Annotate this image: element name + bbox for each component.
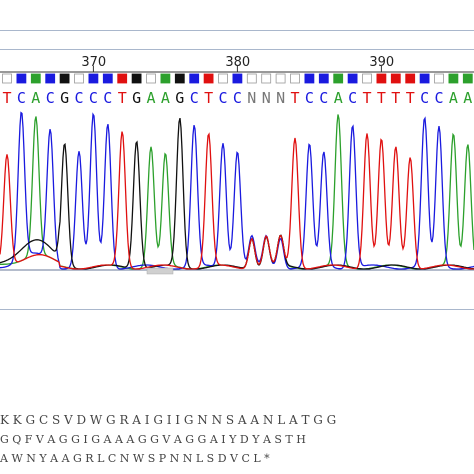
quality-box <box>102 73 113 84</box>
quality-box <box>261 73 272 84</box>
quality-box <box>189 73 200 84</box>
base-call-G: G <box>60 89 69 107</box>
quality-box <box>333 73 344 84</box>
quality-box <box>174 73 185 84</box>
quality-box <box>88 73 99 84</box>
quality-box <box>74 73 84 84</box>
trace-T <box>0 131 474 270</box>
quality-box <box>390 73 401 84</box>
base-call-C: C <box>17 89 26 107</box>
base-call-C: C <box>420 89 429 107</box>
position-ruler: 360370380390 <box>0 55 474 73</box>
base-call-C: C <box>89 89 98 107</box>
base-call-G: G <box>175 89 184 107</box>
base-call-C: C <box>435 89 444 107</box>
base-call-T: T <box>204 89 213 107</box>
base-call-N: N <box>247 89 256 107</box>
quality-box <box>117 73 128 84</box>
upper-panel-border <box>0 49 474 50</box>
base-call-C: C <box>219 89 228 107</box>
base-call-T: T <box>377 89 386 107</box>
base-call-T: T <box>118 89 127 107</box>
quality-box <box>347 73 358 84</box>
position-label-390: 390 <box>369 55 394 70</box>
base-call-C: C <box>319 89 328 107</box>
base-call-T: T <box>363 89 372 107</box>
quality-box <box>218 73 228 84</box>
quality-box <box>246 73 257 84</box>
quality-box <box>434 73 444 84</box>
trace-C <box>0 111 474 270</box>
quality-box <box>160 73 171 84</box>
quality-box <box>290 73 300 84</box>
base-call-N: N <box>276 89 285 107</box>
quality-box <box>448 73 459 84</box>
base-call-T: T <box>391 89 400 107</box>
quality-box <box>419 73 430 84</box>
quality-box <box>405 73 416 84</box>
translation-frame-3: A W N Y A A G R L C N W S P N N L S D V … <box>0 452 270 465</box>
base-call-G: G <box>132 89 141 107</box>
quality-box <box>45 73 56 84</box>
base-call-T: T <box>291 89 300 107</box>
quality-box <box>304 73 315 84</box>
position-label-380: 380 <box>225 55 250 70</box>
position-label-370: 370 <box>81 55 106 70</box>
lower-frame-line <box>0 309 474 310</box>
quality-box <box>59 73 70 84</box>
quality-box <box>462 73 473 84</box>
chromatogram-traces <box>0 111 474 270</box>
base-call-C: C <box>233 89 242 107</box>
base-call-A: A <box>31 89 40 107</box>
quality-box <box>131 73 142 84</box>
base-call-T: T <box>3 89 12 107</box>
base-call-C: C <box>75 89 84 107</box>
quality-box <box>376 73 387 84</box>
base-call-N: N <box>262 89 271 107</box>
base-call-C: C <box>190 89 199 107</box>
quality-box <box>203 73 214 84</box>
quality-box <box>232 73 243 84</box>
top-frame-line <box>0 30 474 31</box>
quality-box <box>16 73 27 84</box>
translation-frame-1: K K G C S V D W G R A I G I I G N N S A … <box>0 413 337 427</box>
base-call-A: A <box>463 89 472 107</box>
base-call-C: C <box>103 89 112 107</box>
base-call-A: A <box>147 89 156 107</box>
scroll-handle[interactable] <box>146 267 174 275</box>
base-call-T: T <box>406 89 415 107</box>
base-call-C: C <box>46 89 55 107</box>
quality-box <box>2 73 12 84</box>
base-call-C: C <box>348 89 357 107</box>
translation-frame-2: G Q F V A G G I G A A A G G V A G G A I … <box>0 433 306 446</box>
quality-box <box>275 73 286 84</box>
base-quality-boxes <box>2 73 473 84</box>
quality-box <box>30 73 41 84</box>
base-call-A: A <box>161 89 170 107</box>
base-call-C: C <box>305 89 314 107</box>
quality-box <box>362 73 372 84</box>
base-call-A: A <box>334 89 343 107</box>
quality-box <box>146 73 156 84</box>
quality-box <box>318 73 329 84</box>
base-call-A: A <box>449 89 458 107</box>
